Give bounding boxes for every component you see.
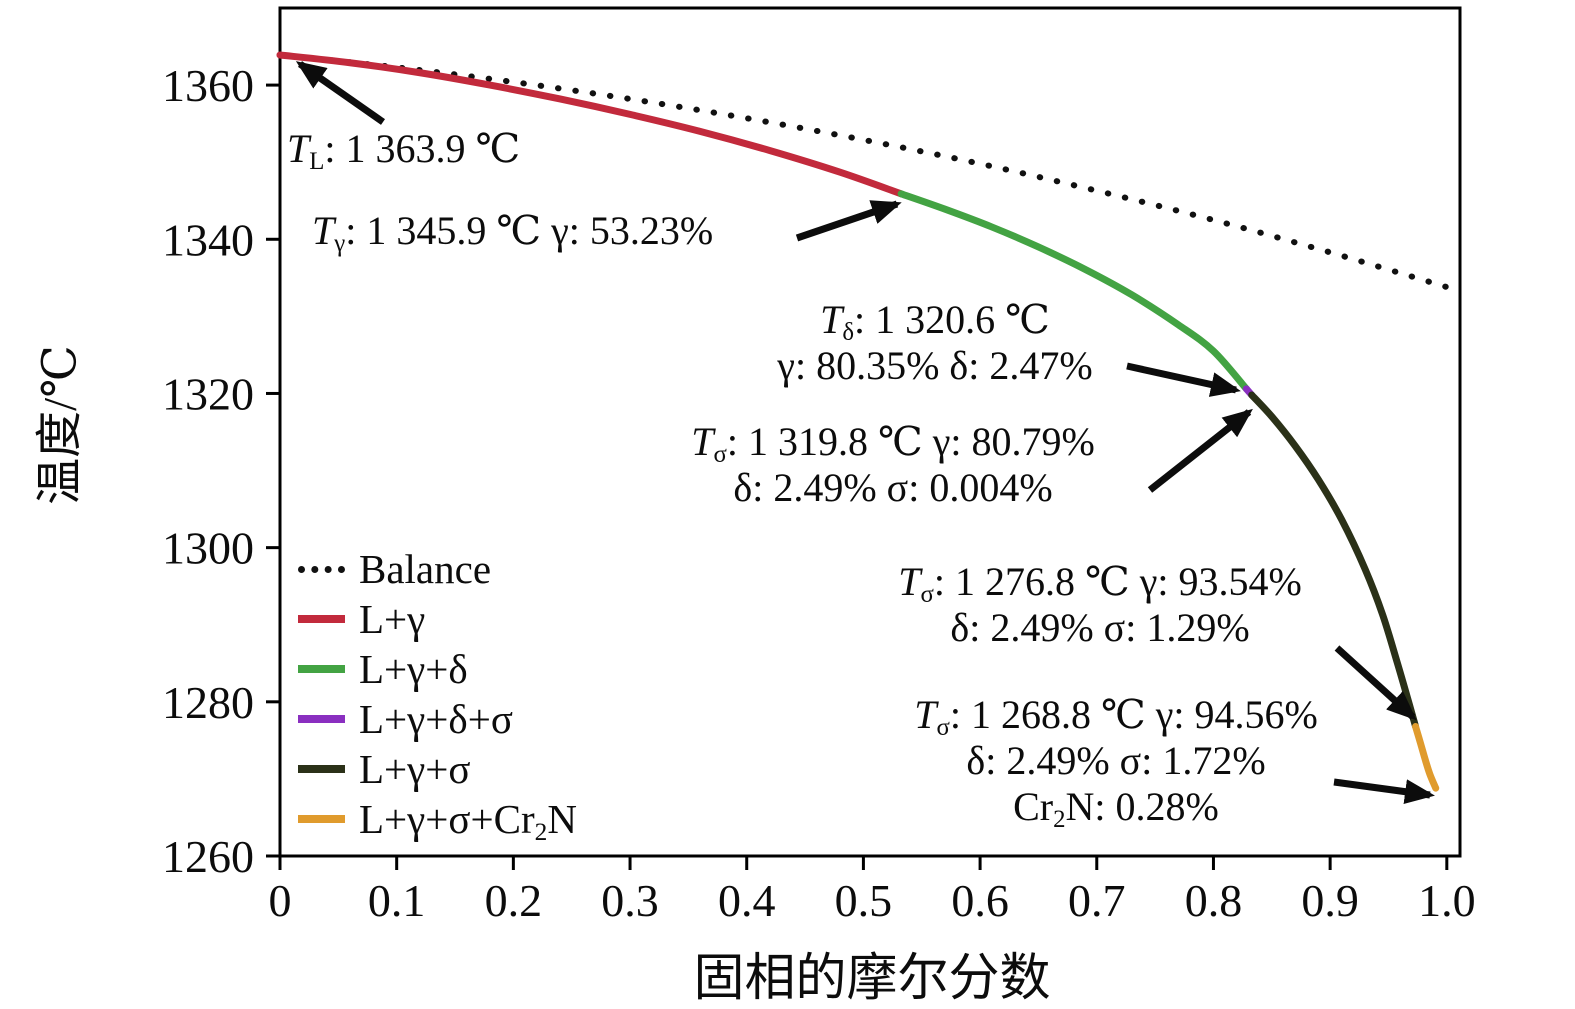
series-curves [276,51,1450,792]
annotation-sigma-start: Tσ: 1 319.8 ℃ γ: 80.79% δ: 2.49% σ: 0.00… [691,419,1095,511]
x-tick-label: 0 [269,875,292,926]
annotation-arrow-4 [1334,645,1417,721]
series-path-5 [1412,722,1440,792]
legend-swatch [298,765,345,773]
x-tick-label: 0.4 [718,875,776,926]
x-tick-label: 0.9 [1301,875,1359,926]
y-tick-label: 1260 [162,831,254,882]
legend-swatch [298,815,345,823]
axes: 0 0.1 0.2 0.3 0.4 0.5 0.6 0.7 0.8 0.9 1.0 1260 1280 1… [162,6,1476,926]
annotation-line: Tδ: 1 320.6 ℃ [820,297,1050,346]
x-tick-label: 0.8 [1185,875,1243,926]
x-axis-title: 固相的摩尔分数 [693,951,1051,1007]
annotation-delta-start: Tδ: 1 320.6 ℃ γ: 80.35% δ: 2.47% [777,297,1092,389]
legend-item: L+γ [298,594,577,644]
annotation-line: Tγ: 1 345.9 ℃ γ: 53.23% [312,208,714,257]
x-tick-label: 0.1 [368,875,426,926]
annotation-arrow-2 [1126,362,1241,397]
annotation-arrow-3 [1147,408,1253,493]
legend-item: L+γ+σ [298,744,577,794]
series-path-4 [1248,391,1420,730]
annotation-cr2n: Tσ: 1 268.8 ℃ γ: 94.56% δ: 2.49% σ: 1.72… [914,692,1318,833]
legend-label: L+γ [359,596,426,642]
annotation-arrow-0 [295,61,386,125]
legend-swatch [298,665,345,673]
annotation-line: δ: 2.49% σ: 1.29% [950,605,1250,650]
legend-swatch [298,565,345,573]
legend-label: L+γ+σ [359,746,471,792]
y-tick-label: 1360 [162,60,254,111]
legend: Balance L+γ L+γ+δ L+γ+δ+σ L+γ+σ L+γ+σ+Cr… [298,544,577,847]
annotation-arrow-1 [795,200,902,242]
legend-label: L+γ+σ+Cr2N [359,796,577,847]
annotation-gamma-start: Tγ: 1 345.9 ℃ γ: 53.23% [312,208,714,257]
legend-item: L+γ+δ+σ [298,694,577,744]
x-tick-label: 0.2 [485,875,543,926]
legend-label: L+γ+δ [359,646,468,692]
annotation-line: δ: 2.49% σ: 1.72% [966,738,1266,783]
annotation-line: Tσ: 1 319.8 ℃ γ: 80.79% [691,419,1095,468]
series-path-2 [897,190,1250,393]
annotation-line: TL: 1 363.9 ℃ [287,126,521,175]
series-path-0 [277,52,1450,291]
series-path-1 [276,51,905,198]
legend-item: L+γ+δ [298,644,577,694]
y-axis-title: 温度/℃ [34,345,87,505]
plot-border [278,6,1462,858]
legend-label: L+γ+δ+σ [359,696,513,742]
y-tick-label: 1340 [162,214,254,265]
legend-label: Balance [359,546,492,592]
annotation-line: Tσ: 1 268.8 ℃ γ: 94.56% [914,692,1318,741]
x-tick-label: 0.6 [951,875,1009,926]
annotation-line: γ: 80.35% δ: 2.47% [777,343,1093,388]
legend-swatch [298,615,345,623]
annotation-line: Cr2N: 0.28% [1013,784,1219,833]
y-tick-label: 1280 [162,677,254,728]
annotation-sigma-mid: Tσ: 1 276.8 ℃ γ: 93.54% δ: 2.49% σ: 1.29… [898,559,1302,651]
x-tick-label: 0.7 [1068,875,1126,926]
y-tick-label: 1320 [162,368,254,419]
legend-swatch [298,715,345,723]
legend-item: L+γ+σ+Cr2N [298,794,577,847]
annotation-line: δ: 2.49% σ: 0.004% [733,465,1053,510]
x-tick-label: 0.5 [835,875,893,926]
x-tick-label: 1.0 [1418,875,1476,926]
annotation-arrows [295,61,1435,805]
annotation-liquidus: TL: 1 363.9 ℃ [287,126,521,175]
legend-item: Balance [298,544,577,594]
annotation-line: Tσ: 1 276.8 ℃ γ: 93.54% [898,559,1302,608]
y-tick-label: 1300 [162,523,254,574]
annotation-arrow-5 [1333,778,1435,805]
x-tick-label: 0.3 [601,875,659,926]
